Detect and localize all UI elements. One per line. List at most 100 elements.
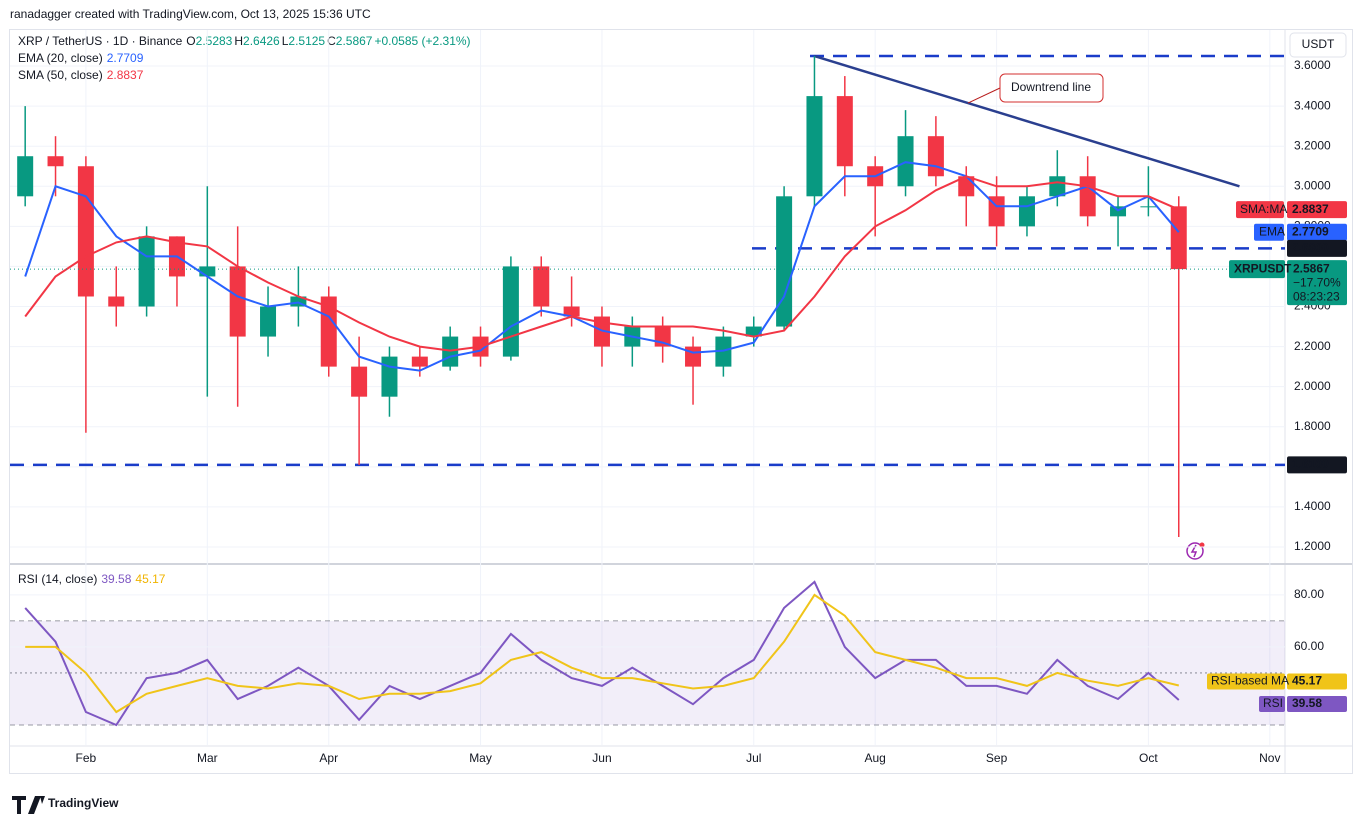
candle-body xyxy=(199,266,216,277)
level-label-tag xyxy=(1287,456,1347,474)
annotation-pointer xyxy=(967,87,1001,104)
ema-line xyxy=(24,161,1180,372)
sma-value: 2.8837 xyxy=(107,68,144,82)
candle-body xyxy=(502,266,519,357)
sma-legend: SMA (50, close) 2.8837 xyxy=(18,68,144,82)
currency[interactable]: USDT xyxy=(1302,37,1335,51)
candle-body xyxy=(1079,176,1096,217)
x-tick-label: Sep xyxy=(986,751,1008,765)
icon-ring[interactable] xyxy=(1186,542,1204,560)
candle-body xyxy=(745,326,762,337)
sma-value-tag: 2.8837 xyxy=(1292,202,1329,216)
candle-body xyxy=(533,266,550,307)
lightning-icon[interactable] xyxy=(1186,542,1205,560)
level-label-tag xyxy=(1287,239,1347,257)
candle-body xyxy=(776,196,793,327)
brand[interactable]: TradingView xyxy=(12,796,119,814)
candle-body xyxy=(836,96,853,167)
x-tick-label: May xyxy=(469,751,492,765)
candle-body xyxy=(1018,196,1035,227)
candle-body xyxy=(260,306,277,337)
indicator-name: EMA xyxy=(1259,224,1285,238)
indicator-name-tag xyxy=(1236,201,1284,219)
y-tick-label: 1.8000 xyxy=(1294,419,1331,433)
candle-body xyxy=(563,306,580,317)
candle-body xyxy=(1049,176,1066,197)
ema-value-tag: 2.7709 xyxy=(1292,224,1329,238)
x-tick-label: Jun xyxy=(592,751,611,765)
rsi-name-tag xyxy=(1259,696,1285,713)
ema-legend: EMA (20, close) 2.7709 xyxy=(18,51,144,65)
candle-body xyxy=(47,156,64,167)
ohlc-label: O xyxy=(186,34,195,48)
ohlc-label: L xyxy=(282,34,289,48)
rsi-line xyxy=(24,580,1180,727)
ohlc-value: 2.5867 xyxy=(336,34,373,48)
rsi-ma-value: 45.17 xyxy=(135,572,165,586)
candle-body xyxy=(351,366,368,397)
candle-body xyxy=(1140,206,1157,208)
ohlc-label: C xyxy=(327,34,336,48)
candle-body xyxy=(1170,206,1187,270)
y-tick-label: 3.0000 xyxy=(1294,178,1331,192)
last-price: 2.5867 xyxy=(1293,261,1330,275)
symbol-tag xyxy=(1229,260,1285,279)
brand-logo[interactable] xyxy=(12,796,45,814)
candle-body xyxy=(411,356,428,367)
icon-bolt[interactable] xyxy=(1190,544,1198,558)
sma-line xyxy=(24,175,1180,352)
rsi-value: 39.58 xyxy=(101,572,131,586)
ema-value-tag-tag xyxy=(1287,223,1347,241)
icon-dot[interactable] xyxy=(1199,542,1205,548)
ohlc-value: 2.5125 xyxy=(288,34,325,48)
rsi-name-tag xyxy=(1207,673,1285,690)
countdown: 08:23:23 xyxy=(1293,289,1340,303)
ohlc-label: H xyxy=(234,34,243,48)
annotation-box xyxy=(999,73,1104,103)
y-tick-label: 3.2000 xyxy=(1294,138,1331,152)
level-label: 2.6900 xyxy=(1292,241,1329,255)
sma-value-tag-tag xyxy=(1287,201,1347,219)
candle-body xyxy=(138,236,155,307)
credit: ranadagger created with TradingView.com,… xyxy=(10,7,371,21)
rsi-value: 39.58 xyxy=(1292,696,1322,710)
y-tick-label: 80.00 xyxy=(1294,587,1324,601)
y-tick-label: 1.4000 xyxy=(1294,499,1331,513)
symbol: XRP / TetherUS · 1D · Binance xyxy=(18,34,183,48)
x-tick-label: Jul xyxy=(746,751,761,765)
change: +0.0585 (+2.31%) xyxy=(374,34,470,48)
candle-body xyxy=(17,156,34,197)
y-tick-label: 3.6000 xyxy=(1294,58,1331,72)
y-tick-label: 2.2000 xyxy=(1294,339,1331,353)
brand-name[interactable]: TradingView xyxy=(48,796,119,810)
x-tick-label: Aug xyxy=(864,751,885,765)
downtrend-line xyxy=(814,54,1240,188)
candle-body xyxy=(77,166,94,297)
currency-box[interactable] xyxy=(1289,32,1347,58)
x-tick-label: Mar xyxy=(197,751,218,765)
annotation: Downtrend line xyxy=(1011,80,1091,94)
level-label: 1.6100 xyxy=(1292,457,1329,471)
y-tick-label: 2.0000 xyxy=(1294,379,1331,393)
x-tick-label: Oct xyxy=(1139,751,1158,765)
last-change: −17.70% xyxy=(1293,275,1341,289)
ohlc-value: 2.5283 xyxy=(196,34,233,48)
candle-body xyxy=(927,136,944,177)
candle-body xyxy=(988,196,1005,227)
rsi-ma-line xyxy=(25,593,1180,714)
symbol-name: XRPUSDT xyxy=(1234,261,1292,275)
x-tick-label: Nov xyxy=(1259,751,1280,765)
y-tick-label: 1.2000 xyxy=(1294,539,1331,553)
rsi-value-tag xyxy=(1287,696,1347,713)
last-price-tag xyxy=(1287,260,1347,306)
ema-name: EMA (20, close) xyxy=(18,51,103,65)
x-tick-label: Feb xyxy=(76,751,97,765)
rsi-ma-value: 45.17 xyxy=(1292,674,1322,688)
rsi-legend: RSI (14, close) 39.58 45.17 xyxy=(18,572,166,586)
candle-body xyxy=(806,96,823,197)
candle-body xyxy=(108,296,125,307)
y-tick-label: 60.00 xyxy=(1294,639,1324,653)
rsi-title: RSI (14, close) xyxy=(18,572,97,586)
